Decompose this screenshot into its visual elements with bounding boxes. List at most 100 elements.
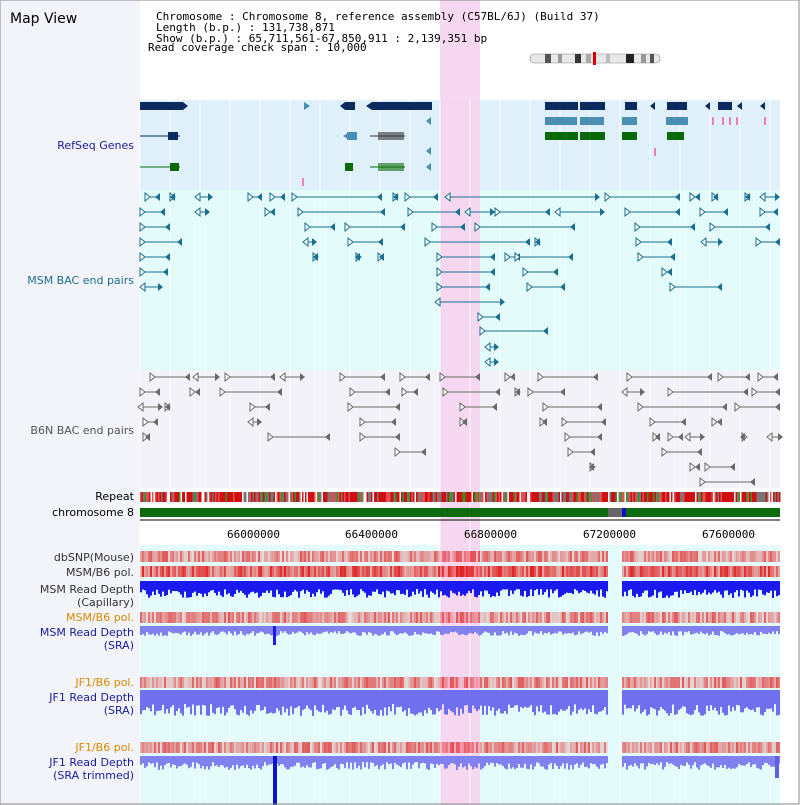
gene-feature[interactable] — [345, 102, 355, 110]
dbsnp-bin — [300, 551, 302, 562]
msm-b6-pol-bin — [282, 566, 284, 577]
jf1-depth-trim-bin — [206, 756, 208, 767]
jf1-depth-sra-bin — [390, 690, 392, 712]
msm-depth-sra-bin — [332, 626, 334, 633]
msm-depth-cap-bin — [310, 581, 312, 598]
msm-b6-pol-bin — [422, 612, 424, 623]
jf1-b6-pol-bin — [248, 742, 250, 753]
jf1-depth-sra-bin — [358, 690, 360, 711]
b6n-bac-track[interactable] — [137, 371, 783, 488]
gene-feature[interactable] — [718, 102, 732, 110]
msm-b6-pol-bin — [414, 612, 416, 623]
dbsnp-bin — [218, 551, 220, 562]
jf1-depth-trim-bin — [156, 756, 158, 763]
jf1-depth-trim-bin — [440, 756, 442, 764]
jf1-b6-pol-bin — [192, 742, 194, 753]
gene-feature[interactable] — [666, 117, 688, 125]
jf1-b6-pol-bin — [398, 742, 400, 753]
gene-feature[interactable] — [580, 117, 604, 125]
gene-feature[interactable] — [372, 102, 432, 110]
gene-feature[interactable] — [345, 163, 353, 171]
msm-depth-sra-bin — [322, 626, 324, 633]
msm-b6-pol-bin — [428, 566, 430, 577]
msm-depth-sra-bin — [560, 626, 562, 632]
msm-depth-cap-bin — [624, 581, 626, 592]
jf1-b6-pol-bin — [232, 742, 234, 753]
jf1-b6-pol-bin — [402, 742, 404, 753]
msm-bac-track[interactable] — [139, 191, 780, 368]
label-msm-bac[interactable]: MSM BAC end pairs — [27, 274, 134, 287]
dbsnp-bin — [448, 551, 450, 562]
msm-depth-sra-bin — [648, 626, 650, 632]
gene-feature[interactable] — [545, 117, 577, 125]
msm-b6-pol-bin — [636, 566, 638, 577]
label-b6n-bac[interactable]: B6N BAC end pairs — [30, 424, 134, 437]
gene-feature[interactable] — [667, 102, 687, 110]
jf1-depth-trim-bin — [584, 756, 586, 767]
gene-feature[interactable] — [304, 102, 310, 110]
dbsnp-bin — [366, 551, 368, 562]
gene-feature[interactable] — [580, 132, 605, 140]
msm-b6-pol-bin — [202, 612, 204, 623]
jf1-b6-pol-bin — [358, 677, 360, 688]
msm-depth-cap-bin — [462, 581, 464, 595]
msm-depth-cap-bin — [156, 581, 158, 590]
gene-feature[interactable] — [545, 132, 578, 140]
msm-depth-sra-bin — [602, 626, 604, 634]
gene-feature[interactable] — [378, 163, 404, 171]
gene-feature[interactable] — [625, 102, 637, 110]
gene-feature[interactable] — [667, 132, 684, 140]
dbsnp-bin — [632, 551, 634, 562]
jf1-b6-pol-bin — [776, 742, 778, 753]
gene-feature[interactable] — [426, 117, 431, 125]
jf1-depth-trim-bin — [754, 756, 756, 765]
jf1-b6-pol-bin — [668, 677, 670, 688]
jf1-b6-pol-bin — [222, 742, 224, 753]
dbsnp-bin — [646, 551, 648, 562]
msm-depth-cap-bin — [388, 581, 390, 592]
jf1-b6-pol-bin — [686, 677, 688, 688]
msm-depth-cap-bin — [396, 581, 398, 590]
gene-feature[interactable] — [622, 132, 637, 140]
msm-depth-sra-bin — [662, 626, 664, 635]
msm-b6-pol-bin — [182, 612, 184, 623]
jf1-depth-sra-bin — [386, 690, 388, 716]
msm-b6-pol-bin — [186, 566, 188, 577]
jf1-b6-pol-bin — [244, 742, 246, 753]
msm-depth-cap-bin — [438, 581, 440, 598]
msm-depth-sra-bin — [324, 626, 326, 632]
jf1-b6-pol-bin — [400, 677, 402, 688]
gene-feature[interactable] — [140, 102, 183, 110]
gene-feature[interactable] — [170, 163, 179, 171]
gene-feature[interactable] — [580, 102, 605, 110]
jf1-depth-sra-bin — [422, 690, 424, 716]
gene-feature[interactable] — [622, 117, 637, 125]
gene-feature[interactable] — [545, 102, 578, 110]
jf1-depth-sra-bin — [204, 690, 206, 706]
jf1-b6-pol-bin — [720, 742, 722, 753]
msm-depth-cap-bin — [270, 581, 272, 591]
jf1-b6-pol-bin — [572, 677, 574, 688]
jf1-depth-trim-bin — [588, 756, 590, 769]
msm-b6-pol-bin — [508, 612, 510, 623]
gene-feature[interactable] — [347, 132, 357, 140]
msm-depth-cap-bin — [558, 581, 560, 598]
msm-depth-cap-bin — [404, 581, 406, 595]
jf1-depth-sra-bin — [772, 690, 774, 712]
jf1-depth-trim-bin — [282, 756, 284, 765]
jf1-depth-sra-bin — [646, 690, 648, 716]
jf1-b6-pol-bin — [298, 742, 300, 753]
jf1-b6-pol-bin — [396, 677, 398, 688]
gene-feature[interactable] — [168, 132, 178, 140]
jf1-depth-sra-bin — [438, 690, 440, 712]
chromosome-ideogram[interactable] — [529, 52, 661, 65]
gene-feature[interactable] — [378, 132, 404, 140]
jf1-depth-sra-bin — [778, 690, 780, 715]
refseq-genes-track[interactable] — [140, 102, 766, 186]
jf1-depth-sra-bin — [258, 690, 260, 705]
label-refseq[interactable]: RefSeq Genes — [57, 139, 134, 152]
jf1-b6-pol-bin — [670, 677, 672, 688]
msm-b6-pol-bin — [720, 566, 722, 577]
msm-b6-pol-bin — [382, 612, 384, 623]
jf1-depth-sra-bin — [406, 690, 408, 716]
